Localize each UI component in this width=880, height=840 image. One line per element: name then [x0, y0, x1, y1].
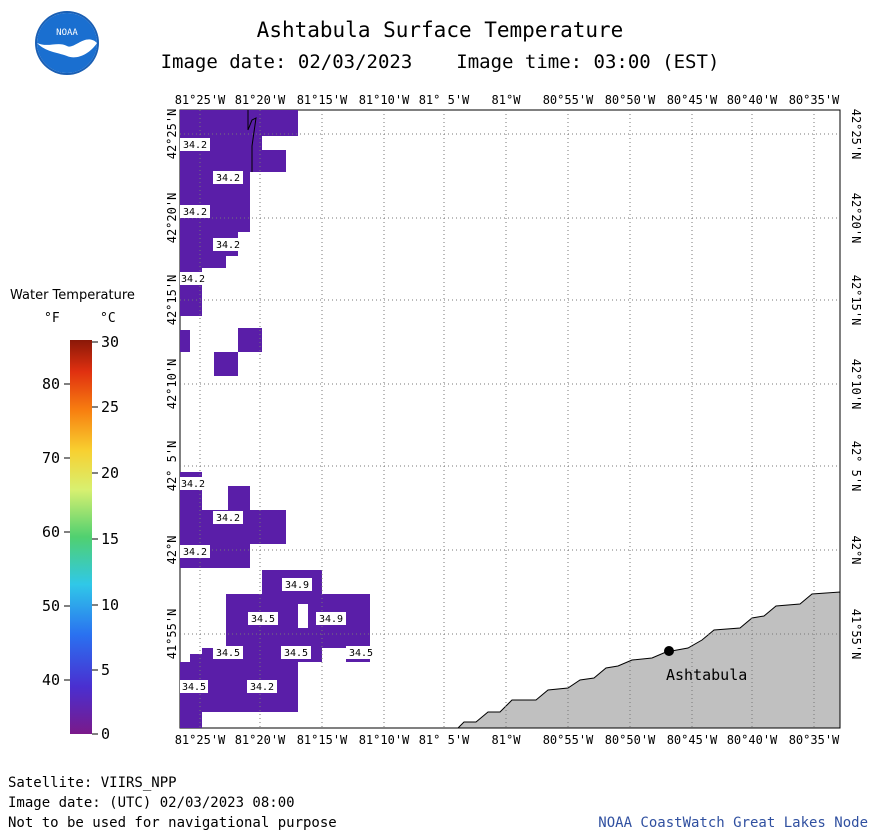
temp-pixel: [238, 328, 262, 352]
temp-pixel: [180, 110, 298, 136]
disclaimer: Not to be used for navigational purpose: [8, 815, 337, 831]
graticule: [180, 110, 840, 728]
lat-label-right: 42°25'N: [849, 109, 863, 160]
temp-label: 34.2: [250, 682, 274, 693]
city-marker: [664, 646, 674, 656]
f-tick: 80: [42, 375, 60, 393]
temp-label: 34.2: [216, 173, 240, 184]
lat-label-right: 42°N: [849, 536, 863, 565]
lat-label-right: 41°55'N: [849, 609, 863, 660]
utc-date: Image date: (UTC) 02/03/2023 08:00: [8, 795, 295, 811]
lon-label-top: 80°40'W: [727, 93, 778, 107]
legend-title: Water Temperature: [10, 288, 135, 303]
temp-pixel: [226, 630, 370, 648]
temp-pixel: [180, 662, 190, 682]
image-date: Image date: 02/03/2023: [160, 51, 413, 73]
image-time: Image time: 03:00 (EST): [456, 51, 720, 73]
temp-pixel: [180, 712, 202, 728]
lon-label-top: 80°50'W: [605, 93, 656, 107]
temp-label: 34.2: [183, 207, 207, 218]
temp-label: 34.2: [216, 513, 240, 524]
city-label: Ashtabula: [666, 666, 747, 684]
lon-label-bottom: 80°35'W: [789, 733, 840, 747]
temp-pixel: [214, 352, 238, 376]
lat-label-left: 42°25'N: [165, 109, 179, 160]
lon-label-bottom: 80°50'W: [605, 733, 656, 747]
temp-pixel: [190, 654, 202, 662]
lon-label-top: 81° 5'W: [419, 93, 470, 107]
lat-label-left: 41°55'N: [165, 609, 179, 660]
lon-label-top: 81°20'W: [235, 93, 286, 107]
logo-text: NOAA: [56, 28, 78, 38]
lat-label-left: 42° 5'N: [165, 441, 179, 492]
lon-label-bottom: 81°25'W: [175, 733, 226, 747]
lon-label-top: 81°10'W: [359, 93, 410, 107]
temp-label: 34.2: [216, 240, 240, 251]
lon-label-top: 80°35'W: [789, 93, 840, 107]
color-scale-bar: [70, 340, 92, 734]
c-tick: 30: [101, 333, 119, 351]
temp-pixel: [228, 486, 250, 510]
lon-label-bottom: 81°10'W: [359, 733, 410, 747]
temp-label: 34.2: [181, 274, 205, 285]
lon-label-top: 81°W: [492, 93, 522, 107]
f-tick: 70: [42, 449, 60, 467]
c-tick: 5: [101, 661, 110, 679]
c-tick: 0: [101, 725, 110, 743]
image-date-time: Image date: 02/03/2023 Image time: 03:00 …: [0, 51, 880, 73]
unit-fahrenheit: °F: [44, 311, 60, 326]
lat-label-left: 42°N: [165, 536, 179, 565]
c-tick: 25: [101, 398, 119, 416]
credit-link[interactable]: NOAA CoastWatch Great Lakes Node: [598, 815, 868, 831]
c-tick: 20: [101, 464, 119, 482]
lon-label-bottom: 80°45'W: [667, 733, 718, 747]
lat-label-right: 42°10'N: [849, 359, 863, 410]
lon-label-top: 80°45'W: [667, 93, 718, 107]
temp-label: 34.5: [284, 648, 308, 659]
lat-label-right: 42°15'N: [849, 275, 863, 326]
temp-label: 34.2: [183, 140, 207, 151]
lon-label-top: 80°55'W: [543, 93, 594, 107]
lon-label-bottom: 81°20'W: [235, 733, 286, 747]
lon-label-top: 81°15'W: [297, 93, 348, 107]
map-title: Ashtabula Surface Temperature: [256, 18, 624, 42]
lon-label-bottom: 81°W: [492, 733, 522, 747]
lon-label-bottom: 80°40'W: [727, 733, 778, 747]
lat-label-left: 42°15'N: [165, 275, 179, 326]
temp-label: 34.5: [251, 614, 275, 625]
temp-pixel: [180, 498, 202, 510]
temp-label: 34.5: [182, 682, 206, 693]
no-data-gap: [322, 648, 346, 662]
temp-pixel: [180, 330, 190, 352]
satellite-info: Satellite: VIIRS_NPP: [8, 775, 177, 791]
noaa-logo: NOAA: [35, 11, 99, 75]
temp-label: 34.5: [349, 648, 373, 659]
f-tick: 60: [42, 523, 60, 541]
c-tick: 10: [101, 596, 119, 614]
unit-celsius: °C: [100, 311, 116, 326]
temp-pixel: [180, 256, 226, 268]
lat-label-right: 42°20'N: [849, 193, 863, 244]
lon-label-bottom: 81°15'W: [297, 733, 348, 747]
temp-label: 34.2: [181, 479, 205, 490]
no-data-gap: [298, 604, 308, 628]
lat-label-left: 42°20'N: [165, 193, 179, 244]
temp-pixel: [180, 150, 286, 172]
c-tick: 15: [101, 530, 119, 548]
lat-label-left: 42°10'N: [165, 359, 179, 410]
temp-label: 34.5: [216, 648, 240, 659]
temp-label: 34.9: [319, 614, 343, 625]
lon-label-top: 81°25'W: [175, 93, 226, 107]
lon-label-bottom: 80°55'W: [543, 733, 594, 747]
temp-label: 34.9: [285, 580, 309, 591]
f-tick: 50: [42, 597, 60, 615]
lon-label-bottom: 81° 5'W: [419, 733, 470, 747]
f-tick: 40: [42, 671, 60, 689]
state-border: [247, 110, 257, 172]
lat-label-right: 42° 5'N: [849, 441, 863, 492]
temp-label: 34.2: [183, 547, 207, 558]
